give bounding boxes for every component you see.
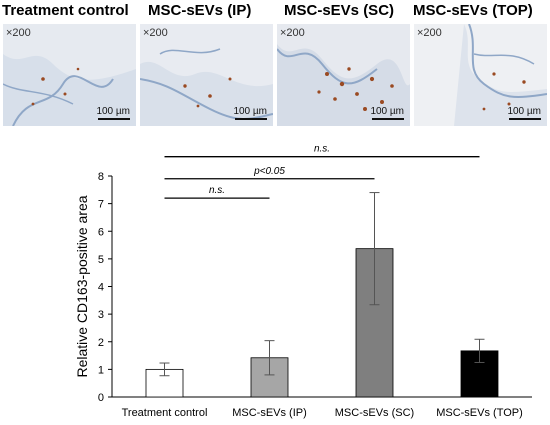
scale-bar [98, 118, 130, 120]
micrograph-top: ×200 100 µm [414, 24, 547, 126]
y-tick-label: 6 [98, 226, 104, 238]
scale-bar [372, 118, 404, 120]
magnification-label: ×200 [6, 27, 31, 39]
micrograph-control: ×200 100 µm [3, 24, 136, 126]
y-tick-label: 8 [98, 171, 104, 183]
x-tick-label: MSC-sEVs (SC) [335, 407, 414, 419]
micrograph-ip: ×200 100 µm [140, 24, 273, 126]
x-tick-label: MSC-sEVs (TOP) [436, 407, 523, 419]
y-tick-label: 7 [98, 199, 104, 211]
x-tick-label: Treatment control [122, 407, 208, 419]
y-tick-label: 1 [98, 364, 104, 376]
scale-label: 100 µm [96, 106, 130, 117]
scale-bar [235, 118, 267, 120]
scale-label: 100 µm [507, 106, 541, 117]
scale-label: 100 µm [233, 106, 267, 117]
significance-label: n.s. [209, 185, 225, 196]
y-tick-label: 4 [98, 282, 104, 294]
micrograph-top-image [414, 24, 547, 126]
micrograph-sc: ×200 100 µm [277, 24, 410, 126]
micrograph-sc-image [277, 24, 410, 126]
micrograph-ip-image [140, 24, 273, 126]
y-axis-label: Relative CD163-positive area [74, 195, 90, 377]
y-tick-label: 2 [98, 337, 104, 349]
panel-label-top: MSC-sEVs (TOP) [413, 2, 533, 19]
scale-bar [509, 118, 541, 120]
micrograph-control-image [3, 24, 136, 126]
panel-label-sc: MSC-sEVs (SC) [284, 2, 395, 19]
y-tick-label: 0 [98, 392, 104, 404]
panel-label-ip: MSC-sEVs (IP) [148, 2, 252, 19]
panel-label-control: Treatment control [2, 2, 129, 19]
significance-label: p<0.05 [253, 166, 285, 177]
magnification-label: ×200 [143, 27, 168, 39]
significance-label: n.s. [314, 144, 330, 155]
bar-chart: 0 1 2 3 4 5 6 7 8 Relative CD163-positive area Tre… [74, 144, 532, 419]
x-tick-label: MSC-sEVs (IP) [232, 407, 307, 419]
scale-label: 100 µm [370, 106, 404, 117]
y-tick-label: 3 [98, 309, 104, 321]
magnification-label: ×200 [280, 27, 305, 39]
y-tick-label: 5 [98, 254, 104, 266]
magnification-label: ×200 [417, 27, 442, 39]
